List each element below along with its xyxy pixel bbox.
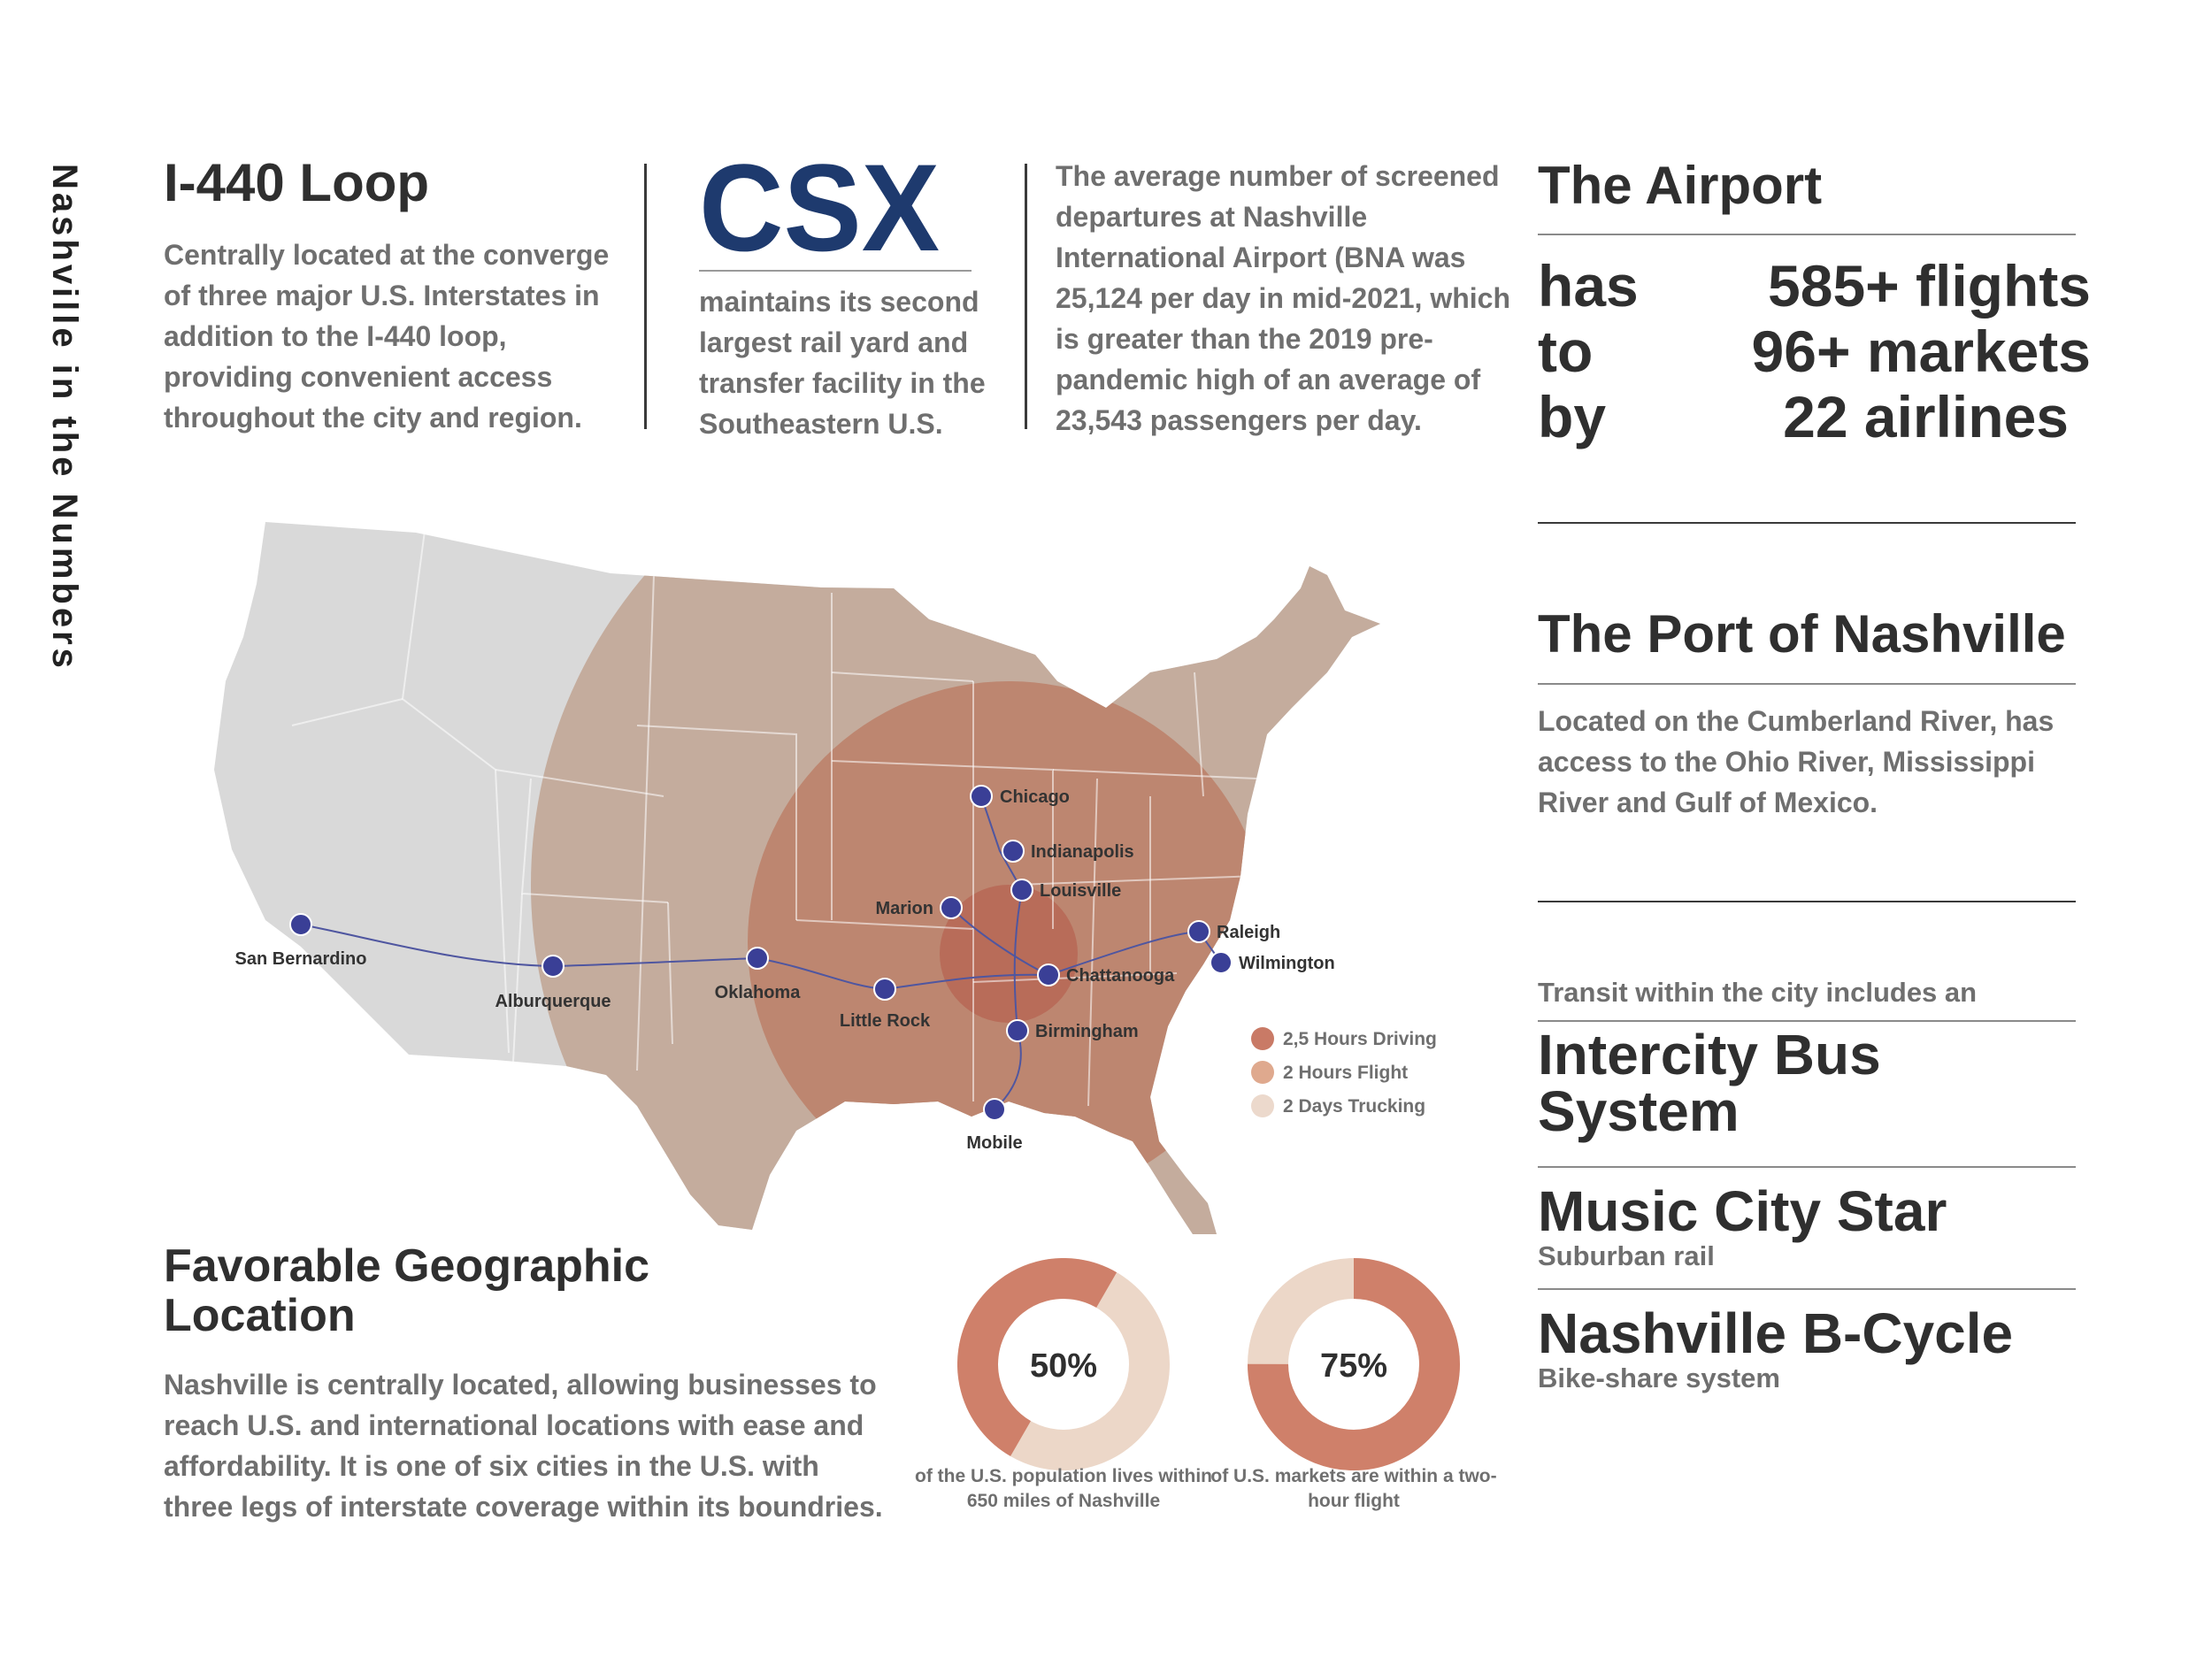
loop-text: Centrally located at the converge of thr… [164, 239, 610, 434]
donut-chart-markets: 75% [1248, 1258, 1460, 1470]
route-line [980, 795, 1023, 891]
airport-row-value: 96+ markets [1751, 319, 2091, 384]
port-title: The Port of Nashville [1538, 604, 2066, 664]
csx-logo: CSX [699, 138, 947, 277]
city-label: Raleigh [1217, 923, 1280, 942]
geo-text: Nashville is centrally located, allowing… [164, 1369, 883, 1523]
departures-text: The average number of screened departure… [1056, 160, 1510, 436]
city-label: San Bernardino [235, 949, 367, 969]
city-label: Mobile [966, 1133, 1022, 1153]
city-dot [873, 978, 896, 1001]
donut-chart-population: 50% [957, 1258, 1170, 1470]
transit-rule-1 [1538, 1020, 2076, 1022]
city-label: Oklahoma [715, 983, 802, 1002]
city-label: Chicago [1000, 787, 1070, 807]
legend-swatch [1251, 1094, 1274, 1117]
route-line [300, 924, 554, 967]
city-dot [983, 1098, 1006, 1121]
city-dot [1187, 920, 1210, 943]
legend-label: 2 Days Trucking [1283, 1096, 1425, 1117]
legend-swatch [1251, 1061, 1274, 1084]
geo-title: Favorable Geographic Location [164, 1240, 650, 1341]
donut-caption-population: of the U.S. population lives within 650 … [915, 1466, 1212, 1511]
airport-row-value: 22 airlines [1783, 384, 2069, 449]
city-dot [1006, 1019, 1029, 1042]
route-line [884, 973, 1049, 990]
city-dot [1037, 963, 1060, 986]
transit-item-star-subtitle: Suburban rail [1538, 1240, 1715, 1271]
city-dot [1210, 951, 1233, 974]
route-line [552, 957, 758, 967]
loop-title: I-440 Loop [164, 153, 430, 212]
donut-caption-markets: of U.S. markets are within a two-hour fl… [1210, 1466, 1497, 1511]
city-dot [940, 896, 963, 919]
city-dot [289, 913, 312, 936]
transit-item-star: Music City Star [1538, 1179, 1947, 1243]
airport-title: The Airport [1538, 156, 1823, 215]
airport-rule [1538, 234, 2076, 235]
airport-row-word: to [1538, 319, 1594, 384]
city-dot [1002, 840, 1025, 863]
legend-label: 2 Hours Flight [1283, 1063, 1408, 1083]
port-bottom-rule [1538, 901, 2076, 902]
city-label: Chattanooga [1066, 966, 1175, 986]
divider-2 [1025, 164, 1027, 429]
legend-label: 2,5 Hours Driving [1283, 1029, 1437, 1049]
transit-item-bus: Intercity Bus System [1538, 1023, 1881, 1143]
city-label: Alburquerque [495, 992, 611, 1011]
airport-row: has 585+ flights [1538, 253, 2091, 319]
city-label: Indianapolis [1031, 842, 1134, 862]
csx-logo-text: CSX [699, 157, 940, 264]
transit-intro: Transit within the city includes an [1538, 977, 1978, 1008]
airport-row: to 96+ markets [1538, 319, 2091, 384]
route-line [757, 957, 886, 990]
airport-row-word: has [1538, 253, 1639, 319]
port-rule [1538, 683, 2076, 685]
transit-item-bcycle: Nashville B-Cycle [1538, 1301, 2014, 1365]
route-line [1013, 889, 1023, 1032]
csx-rule [699, 270, 972, 272]
transit-rule-2 [1538, 1166, 2076, 1168]
airport-row-value: 585+ flights [1768, 253, 2091, 319]
city-dot [970, 785, 993, 808]
city-label: Birmingham [1035, 1022, 1139, 1041]
city-label: Marion [875, 899, 933, 918]
donut-label: 75% [1320, 1347, 1387, 1385]
airport-row: by 22 airlines [1538, 384, 2069, 449]
city-dot [541, 955, 565, 978]
city-label: Louisville [1040, 881, 1121, 901]
state-borders [291, 530, 1257, 1107]
airport-row-word: by [1538, 384, 1607, 449]
city-label: Little Rock [840, 1011, 931, 1031]
csx-text: maintains its second largest rail yard a… [699, 286, 986, 440]
airport-bottom-rule [1538, 522, 2076, 524]
city-label: Wilmington [1239, 954, 1335, 973]
city-dot [1010, 879, 1033, 902]
donut-arc [1248, 1258, 1460, 1470]
transit-item-bcycle-subtitle: Bike-share system [1538, 1362, 1780, 1393]
port-text: Located on the Cumberland River, has acc… [1538, 705, 2055, 818]
legend-swatch [1251, 1027, 1274, 1050]
divider-1 [644, 164, 647, 429]
city-dot [746, 947, 769, 970]
transit-rule-3 [1538, 1288, 2076, 1290]
donut-label: 50% [1030, 1347, 1097, 1385]
route-line [1048, 931, 1200, 976]
